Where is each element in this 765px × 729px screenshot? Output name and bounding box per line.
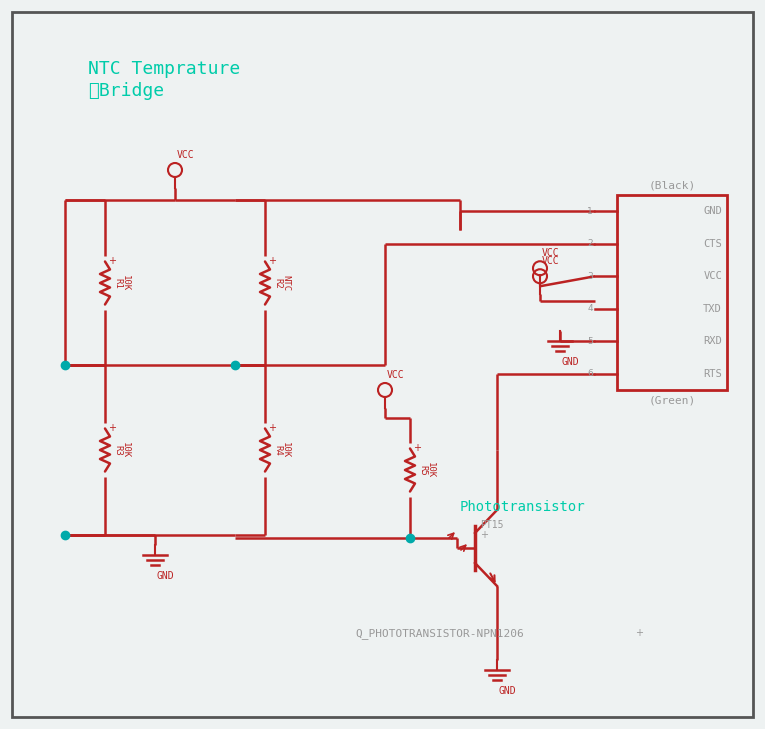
Text: NTC Temprature: NTC Temprature: [88, 60, 240, 78]
Text: 10K: 10K: [121, 442, 130, 458]
Text: GND: GND: [499, 686, 516, 696]
Text: +: +: [413, 443, 421, 453]
Text: +: +: [108, 423, 116, 433]
Text: Phototransistor: Phototransistor: [460, 500, 586, 514]
Text: R1: R1: [113, 278, 122, 289]
Text: VCC: VCC: [177, 150, 194, 160]
Text: VCC: VCC: [542, 257, 560, 266]
Text: (Green): (Green): [649, 395, 695, 405]
Text: R5: R5: [418, 464, 427, 475]
Text: TXD: TXD: [703, 304, 722, 313]
Text: PT15: PT15: [480, 520, 503, 530]
Text: (Black): (Black): [649, 180, 695, 190]
Text: VCC: VCC: [387, 370, 405, 380]
Text: +: +: [108, 256, 116, 266]
Text: VCC: VCC: [703, 271, 722, 281]
Text: R2: R2: [273, 278, 282, 289]
Text: +: +: [268, 256, 276, 266]
Text: NTC: NTC: [281, 275, 290, 291]
Text: GND: GND: [703, 206, 722, 217]
Text: CTS: CTS: [703, 239, 722, 249]
Text: 6: 6: [588, 370, 593, 378]
Bar: [617, 195, 727, 390]
Text: RXD: RXD: [703, 336, 722, 346]
Text: 3: 3: [588, 272, 593, 281]
Text: R3: R3: [113, 445, 122, 456]
Text: VCC: VCC: [542, 249, 560, 258]
Text: +: +: [268, 423, 276, 433]
Text: Bridge: Bridge: [88, 82, 164, 100]
Text: +: +: [635, 628, 643, 638]
Text: 10K: 10K: [281, 442, 290, 458]
Text: 1: 1: [588, 207, 593, 216]
Text: 4: 4: [588, 304, 593, 313]
Text: 10K: 10K: [426, 462, 435, 478]
Text: GND: GND: [157, 571, 174, 581]
Text: GND: GND: [562, 357, 580, 367]
FancyBboxPatch shape: [12, 12, 753, 717]
Text: 2: 2: [588, 239, 593, 249]
Text: Q_PHOTOTRANSISTOR-NPN1206: Q_PHOTOTRANSISTOR-NPN1206: [355, 628, 524, 639]
Text: R4: R4: [273, 445, 282, 456]
Text: RTS: RTS: [703, 369, 722, 379]
Text: 5: 5: [588, 337, 593, 346]
Text: +: +: [480, 530, 488, 540]
Text: 10K: 10K: [121, 275, 130, 291]
